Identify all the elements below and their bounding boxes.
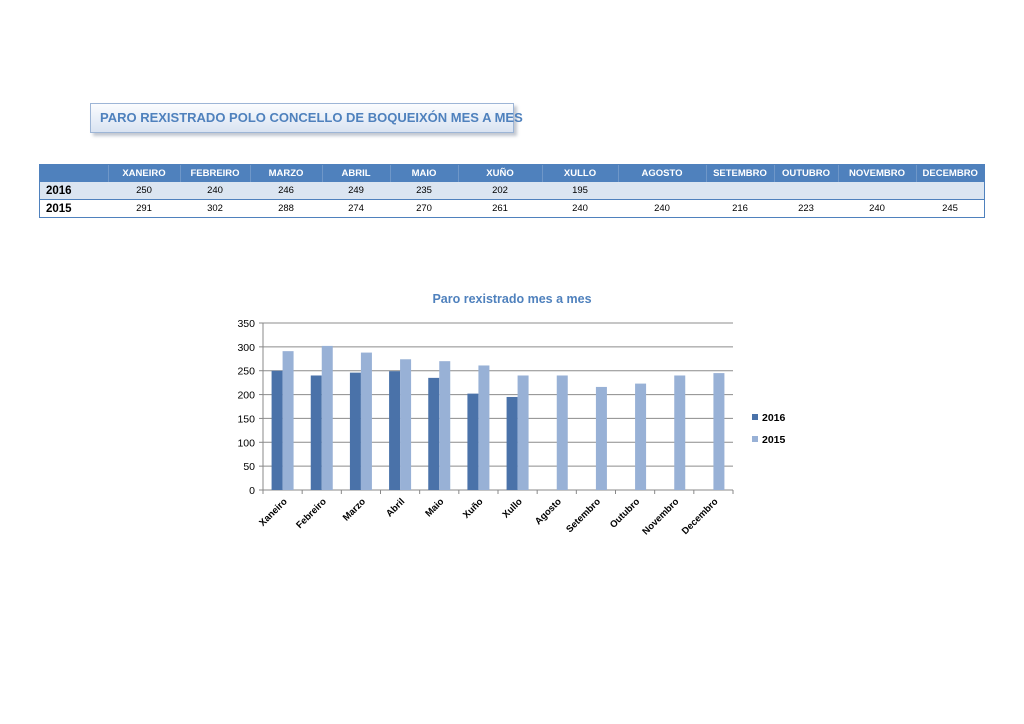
bar-2016 — [467, 393, 479, 490]
bar-2015 — [674, 375, 686, 490]
table-cell — [774, 182, 838, 200]
table-cell: 223 — [774, 199, 838, 217]
table-row: 2016 250 240 246 249 235 202 195 — [40, 182, 984, 200]
bar-2016 — [349, 372, 361, 490]
table-cell — [838, 182, 916, 200]
chart-title: Paro rexistrado mes a mes — [432, 292, 591, 306]
x-tick-label: Decembro — [680, 496, 721, 537]
x-tick-label: Agosto — [533, 496, 564, 527]
row-label: 2016 — [40, 182, 108, 200]
table-row: 2015 291 302 288 274 270 261 240 240 216… — [40, 199, 984, 217]
table-cell: 249 — [322, 182, 390, 200]
x-tick-label: Marzo — [341, 496, 368, 523]
y-tick-label: 300 — [237, 342, 255, 354]
table-cell: 261 — [458, 199, 542, 217]
x-tick-label: Abril — [384, 496, 407, 519]
table-header-cell: MARZO — [250, 165, 323, 182]
table-cell: 202 — [458, 182, 542, 200]
table-header-cell: XANEIRO — [108, 165, 181, 182]
table-header-cell: SETEMBRO — [706, 165, 775, 182]
legend-label: 2015 — [762, 434, 786, 446]
table-header-cell: MAIO — [390, 165, 459, 182]
table-cell: 250 — [108, 182, 180, 200]
legend-label: 2016 — [762, 412, 786, 424]
table-cell: 270 — [390, 199, 458, 217]
table-cell: 240 — [618, 199, 706, 217]
bar-2015 — [400, 359, 412, 490]
bar-2016 — [428, 377, 440, 490]
table-cell: 302 — [180, 199, 250, 217]
bar-2015 — [595, 386, 607, 490]
table-header-row: XANEIRO FEBREIRO MARZO ABRIL MAIO XUÑO X… — [40, 165, 984, 182]
bar-2016 — [389, 371, 401, 490]
bar-2016 — [506, 396, 518, 490]
table-header-cell: XULLO — [542, 165, 619, 182]
table-header-cell: XUÑO — [458, 165, 543, 182]
bar-2015 — [282, 351, 294, 490]
table-cell — [618, 182, 706, 200]
bar-2015 — [321, 345, 333, 490]
bar-2015 — [478, 365, 490, 490]
bar-2016 — [271, 370, 283, 490]
x-tick-label: Novembro — [640, 496, 681, 537]
table-header-cell: ABRIL — [322, 165, 391, 182]
legend-swatch-2016 — [752, 414, 758, 420]
y-tick-label: 250 — [237, 366, 255, 378]
x-tick-label: Febreiro — [294, 496, 329, 531]
table-header-cell: FEBREIRO — [180, 165, 251, 182]
table-header-cell: DECEMBRO — [916, 165, 984, 182]
x-tick-label: Xullo — [500, 496, 524, 520]
bar-2015 — [360, 352, 372, 490]
table-cell: 240 — [542, 199, 618, 217]
bar-2015 — [635, 383, 647, 490]
table-cell: 240 — [838, 199, 916, 217]
bar-2015 — [517, 375, 529, 490]
bar-2015 — [556, 375, 568, 490]
table-cell: 245 — [916, 199, 984, 217]
table-header-cell: OUTUBRO — [774, 165, 839, 182]
table-cell: 216 — [706, 199, 774, 217]
x-tick-label: Xaneiro — [257, 496, 290, 529]
x-tick-label: Xuño — [461, 496, 486, 521]
y-tick-label: 0 — [249, 485, 255, 497]
page-title: PARO REXISTRADO POLO CONCELLO DE BOQUEIX… — [90, 103, 523, 133]
x-tick-label: Outubro — [608, 496, 642, 530]
table-header-cell: NOVEMBRO — [838, 165, 917, 182]
y-tick-label: 50 — [243, 461, 255, 473]
x-tick-label: Maio — [423, 496, 446, 519]
table-header-cell — [40, 165, 109, 182]
table-cell — [706, 182, 774, 200]
table-cell: 288 — [250, 199, 322, 217]
y-tick-label: 350 — [237, 318, 255, 330]
table-header-cell: AGOSTO — [618, 165, 707, 182]
table-cell: 235 — [390, 182, 458, 200]
legend-swatch-2015 — [752, 436, 758, 442]
bar-2015 — [713, 373, 725, 490]
table-cell — [916, 182, 984, 200]
table-cell: 274 — [322, 199, 390, 217]
y-tick-label: 200 — [237, 390, 255, 402]
bar-2015 — [439, 361, 451, 490]
x-tick-label: Setembro — [564, 496, 603, 535]
table-cell: 246 — [250, 182, 322, 200]
data-table: XANEIRO FEBREIRO MARZO ABRIL MAIO XUÑO X… — [39, 164, 985, 218]
y-tick-label: 100 — [237, 437, 255, 449]
table-cell: 195 — [542, 182, 618, 200]
table-cell: 240 — [180, 182, 250, 200]
table-cell: 291 — [108, 199, 180, 217]
row-label: 2015 — [40, 199, 108, 217]
y-tick-label: 150 — [237, 413, 255, 425]
bar-2016 — [310, 375, 322, 490]
